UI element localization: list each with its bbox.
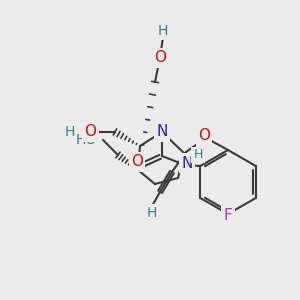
Text: O: O [154, 50, 166, 65]
Text: N: N [156, 124, 168, 140]
Text: H: H [147, 206, 157, 220]
Text: H: H [193, 148, 203, 161]
Text: F: F [224, 208, 232, 224]
Text: O: O [131, 154, 143, 169]
Text: HO: HO [76, 133, 97, 147]
Text: N: N [181, 155, 193, 170]
Text: O: O [84, 124, 96, 140]
Text: O: O [198, 128, 210, 143]
Text: H: H [158, 24, 168, 38]
Text: H: H [65, 125, 75, 139]
